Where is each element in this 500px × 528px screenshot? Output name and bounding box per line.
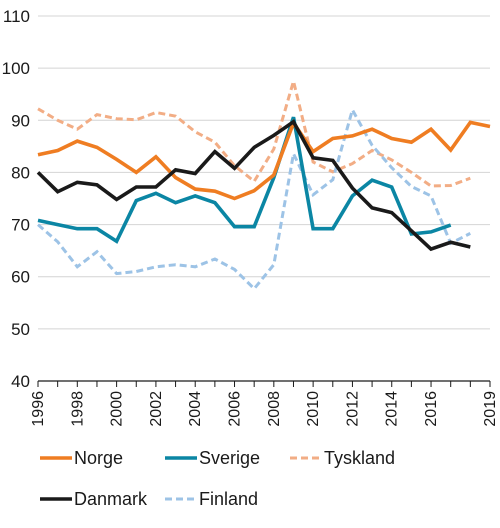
x-tick-label-2000: 2000 xyxy=(109,391,126,427)
y-tick-label-90: 90 xyxy=(11,111,30,130)
x-tick-label-2016: 2016 xyxy=(423,391,440,427)
y-tick-label-60: 60 xyxy=(11,268,30,287)
series-line-sverige xyxy=(37,116,452,244)
y-tick-label-70: 70 xyxy=(11,216,30,235)
legend-label-norge: Norge xyxy=(74,448,123,468)
x-tick-label-1998: 1998 xyxy=(69,391,86,427)
legend-label-sverige: Sverige xyxy=(199,448,260,468)
x-tick-label-2008: 2008 xyxy=(266,391,283,427)
series-line-danmark xyxy=(36,119,471,252)
x-tick-label-2019: 2019 xyxy=(482,391,499,427)
series-line-norge xyxy=(37,119,491,201)
y-tick-label-40: 40 xyxy=(11,372,30,391)
y-tick-label-100: 100 xyxy=(2,59,30,78)
x-tick-label-2006: 2006 xyxy=(227,391,244,427)
series-line-finland xyxy=(37,105,471,291)
legend-label-danmark: Danmark xyxy=(74,489,148,509)
x-tick-label-2010: 2010 xyxy=(305,391,322,427)
legend-label-finland: Finland xyxy=(199,489,258,509)
y-tick-label-80: 80 xyxy=(11,163,30,182)
series-line-tyskland xyxy=(37,75,471,188)
y-tick-label-50: 50 xyxy=(11,320,30,339)
x-tick-label-2002: 2002 xyxy=(148,391,165,427)
x-tick-label-2004: 2004 xyxy=(187,391,204,427)
x-tick-label-2012: 2012 xyxy=(344,391,361,427)
legend-label-tyskland: Tyskland xyxy=(324,448,395,468)
y-tick-label-110: 110 xyxy=(3,7,30,26)
x-tick-label-1996: 1996 xyxy=(30,391,47,427)
x-tick-label-2014: 2014 xyxy=(384,391,401,427)
